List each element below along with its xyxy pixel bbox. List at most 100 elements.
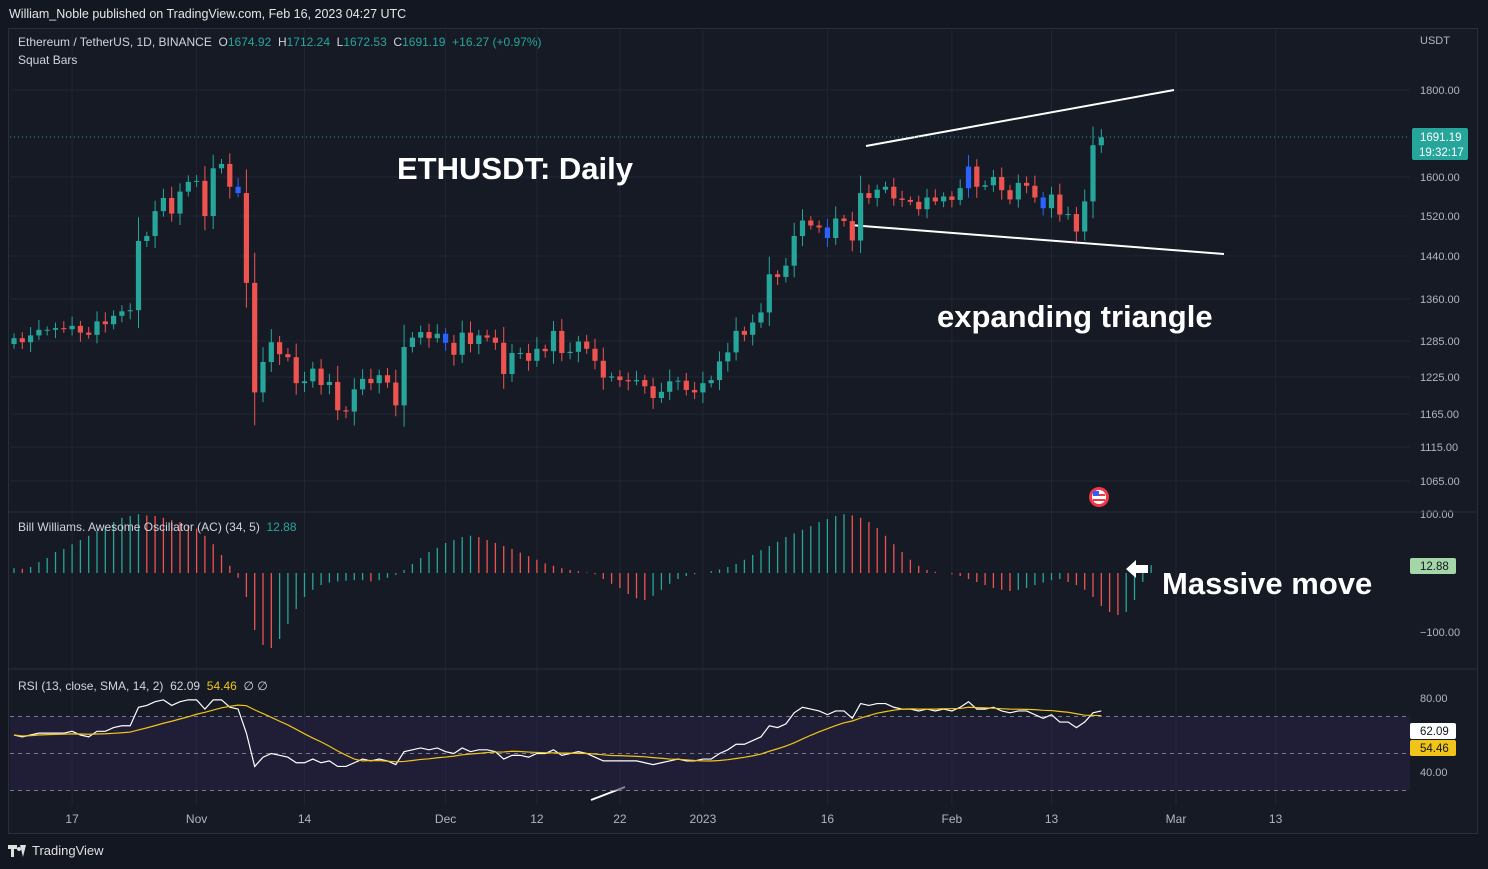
- time-tick-13: 13: [1045, 812, 1059, 826]
- candle-body: [61, 328, 67, 330]
- style-label[interactable]: Squat Bars: [18, 53, 78, 67]
- change-value: +16.27 (+0.97%): [452, 35, 542, 49]
- candle-body: [716, 361, 723, 381]
- candle-body: [965, 166, 972, 189]
- candle-body: [102, 321, 108, 325]
- candle-body: [982, 185, 988, 187]
- candle-body: [858, 193, 864, 241]
- candle-body: [185, 181, 191, 192]
- candle-body: [260, 362, 266, 393]
- candle-body: [733, 330, 739, 353]
- rsi-name[interactable]: RSI (13, close, SMA, 14, 2): [18, 679, 164, 693]
- candle-body: [916, 201, 922, 210]
- candle-body: [592, 348, 598, 361]
- footer-brand[interactable]: TradingView: [8, 843, 104, 858]
- rsi-extra: ∅ ∅: [243, 679, 268, 693]
- candle-body: [750, 322, 756, 335]
- candle-body: [625, 380, 631, 382]
- candle-body: [277, 342, 283, 355]
- arrow-left-icon[interactable]: [1126, 560, 1148, 578]
- candle-body: [268, 342, 274, 362]
- candle-body: [708, 380, 714, 384]
- candle-body: [235, 186, 241, 194]
- candle-body: [1082, 201, 1088, 232]
- candle-body: [86, 332, 92, 335]
- candle-body: [252, 282, 258, 393]
- candle-body: [633, 380, 640, 382]
- high-label: H: [277, 35, 287, 49]
- time-tick-Nov: Nov: [186, 812, 207, 826]
- last-price-value: 1691.19: [1420, 132, 1462, 144]
- ao-name[interactable]: Bill Williams. Awesome Oscillator (AC) (…: [18, 520, 260, 534]
- awesome-oscillator: [13, 514, 1152, 648]
- candle-body: [318, 368, 324, 386]
- candle-body: [144, 236, 150, 241]
- candle-body: [210, 168, 216, 216]
- pattern-annotation[interactable]: expanding triangle: [937, 299, 1213, 334]
- candle-body: [19, 338, 25, 343]
- candle-body: [550, 330, 557, 352]
- candle-body: [335, 381, 341, 411]
- rsi-sma-line: [13, 704, 1102, 763]
- candle-body: [169, 197, 175, 214]
- candle-body: [451, 342, 457, 355]
- candle-body: [111, 315, 117, 325]
- candle-body: [517, 353, 523, 354]
- price-tick: 1800.00: [1420, 85, 1460, 97]
- rsi-tick: 80.00: [1420, 693, 1448, 705]
- price-tick: 1115.00: [1420, 442, 1458, 454]
- candle-body: [600, 360, 606, 378]
- candle-body: [376, 375, 382, 384]
- candles: [11, 126, 1104, 427]
- candle-body: [824, 227, 830, 238]
- flag-icon[interactable]: [1089, 487, 1109, 507]
- candle-body: [1065, 214, 1071, 216]
- brand-label: TradingView: [32, 843, 104, 858]
- candle-body: [119, 311, 125, 316]
- candle-body: [609, 376, 615, 378]
- price-tick: 1285.00: [1420, 336, 1460, 348]
- trendlines[interactable]: [590, 89, 1225, 801]
- time-tick-2023: 2023: [690, 812, 717, 826]
- candle-body: [301, 381, 308, 384]
- chart-title-annotation[interactable]: ETHUSDT: Daily: [397, 151, 634, 186]
- candle-body: [368, 378, 374, 384]
- axes: USDT1800.001600.001520.001440.001360.001…: [65, 35, 1468, 826]
- candle-body: [882, 186, 889, 190]
- time-tick-12: 12: [530, 812, 544, 826]
- candle-body: [534, 348, 540, 361]
- low-value: 1672.53: [343, 35, 387, 49]
- time-tick-Feb: Feb: [942, 812, 963, 826]
- candle-body: [492, 337, 498, 343]
- candle-body: [509, 353, 515, 374]
- candle-body: [974, 166, 980, 187]
- price-tick: 1225.00: [1420, 372, 1460, 384]
- chart-frame[interactable]: [8, 28, 1478, 834]
- candle-body: [11, 338, 17, 344]
- last-price-badge: [1412, 128, 1468, 160]
- symbol-label[interactable]: Ethereum / TetherUS, 1D, BINANCE: [18, 35, 212, 49]
- time-tick-22: 22: [613, 812, 627, 826]
- lower-trendline[interactable]: [849, 224, 1225, 255]
- candle-body: [683, 380, 689, 390]
- candle-body: [310, 368, 316, 382]
- low-label: L: [336, 35, 344, 49]
- candle-body: [501, 342, 507, 374]
- open-label: O: [218, 35, 228, 49]
- ao-legend: Bill Williams. Awesome Oscillator (AC) (…: [18, 520, 297, 534]
- time-tick-17: 17: [65, 812, 79, 826]
- candle-body: [932, 197, 938, 202]
- candle-body: [343, 410, 349, 412]
- move-annotation[interactable]: Massive move: [1162, 566, 1372, 601]
- close-label: C: [393, 35, 403, 49]
- candle-body: [924, 197, 930, 210]
- candle-body: [650, 386, 656, 398]
- rsi-legend: RSI (13, close, SMA, 14, 2) 62.09 54.46 …: [18, 679, 268, 693]
- close-value: 1691.19: [402, 35, 446, 49]
- candle-body: [1090, 145, 1096, 202]
- time-tick-14: 14: [298, 812, 312, 826]
- high-value: 1712.24: [286, 35, 330, 49]
- upper-trendline[interactable]: [865, 89, 1175, 147]
- currency-label: USDT: [1420, 35, 1450, 47]
